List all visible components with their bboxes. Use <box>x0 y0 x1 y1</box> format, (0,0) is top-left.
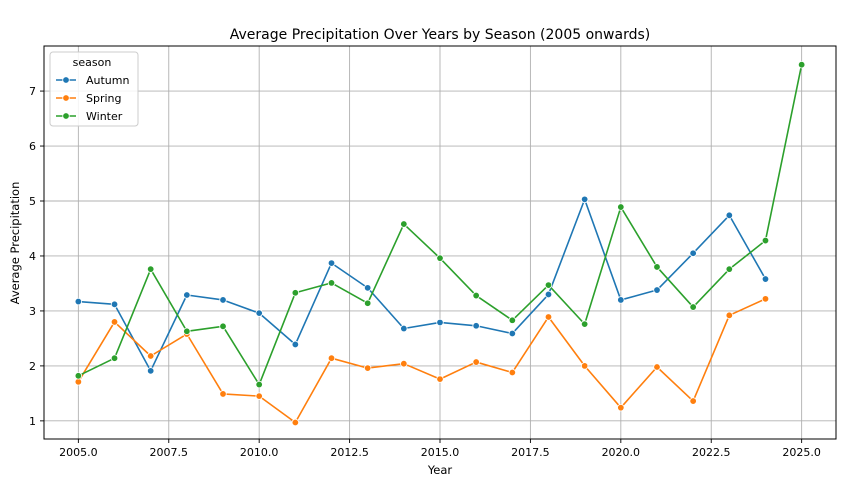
data-point-autumn <box>400 324 408 333</box>
x-tick-label: 2007.5 <box>150 446 189 459</box>
data-point-winter <box>725 265 734 273</box>
data-point-winter <box>689 303 697 311</box>
data-point-spring <box>291 418 300 427</box>
x-axis: 2005.0 2007.5 2010.0 2012.5 2015.0 2017.5 2020… <box>59 439 821 459</box>
series-line-autumn <box>78 198 767 372</box>
data-point-autumn <box>617 296 625 304</box>
data-point-autumn <box>436 318 444 327</box>
x-tick-label: 2012.5 <box>330 446 369 459</box>
data-point-spring <box>327 354 336 362</box>
data-point-autumn <box>291 340 300 349</box>
series-spring <box>74 295 770 427</box>
data-point-spring <box>725 311 734 320</box>
data-point-winter <box>617 203 625 211</box>
x-tick-label: 2025.0 <box>782 446 821 459</box>
series-autumn <box>74 195 770 375</box>
y-tick-label: 4 <box>29 250 36 263</box>
data-point-spring <box>146 352 155 360</box>
x-tick-label: 2005.0 <box>59 446 98 459</box>
data-point-winter <box>110 354 119 362</box>
series-line-spring <box>77 298 766 424</box>
data-point-spring <box>544 313 553 321</box>
data-point-winter <box>74 372 83 380</box>
x-tick-label: 2022.5 <box>692 446 731 459</box>
data-point-autumn <box>146 367 155 375</box>
data-point-autumn <box>74 297 83 306</box>
y-tick-label: 3 <box>29 305 36 318</box>
data-point-spring <box>74 378 83 386</box>
data-point-winter <box>436 254 444 262</box>
data-point-spring <box>436 375 444 383</box>
x-tick-label: 2020.0 <box>602 446 641 459</box>
data-point-winter <box>183 327 191 335</box>
y-tick-label: 5 <box>29 195 36 208</box>
x-tick-label: 2015.0 <box>421 446 460 459</box>
data-point-winter <box>255 380 263 389</box>
series-layer <box>74 60 806 427</box>
data-point-spring <box>472 358 480 366</box>
data-point-spring <box>400 359 408 368</box>
data-point-winter <box>580 320 589 328</box>
legend-marker-spring <box>62 94 70 102</box>
data-point-autumn <box>255 309 263 317</box>
data-point-spring <box>363 364 372 372</box>
data-point-winter <box>797 60 806 69</box>
legend-label-autumn: Autumn <box>86 74 129 87</box>
x-tick-label: 2010.0 <box>240 446 279 459</box>
data-point-autumn <box>363 284 372 292</box>
data-point-autumn <box>472 322 480 330</box>
data-point-autumn <box>183 291 191 299</box>
data-point-winter <box>327 279 336 287</box>
data-point-autumn <box>689 249 697 257</box>
data-point-winter <box>472 291 480 300</box>
data-point-spring <box>617 403 625 412</box>
data-point-spring <box>255 392 263 400</box>
data-point-winter <box>653 263 661 271</box>
data-point-winter <box>146 265 155 273</box>
x-axis-title: Year <box>427 463 453 477</box>
data-point-autumn <box>725 211 734 219</box>
data-point-autumn <box>508 329 517 338</box>
data-point-autumn <box>653 286 661 294</box>
data-point-spring <box>110 318 119 326</box>
data-point-winter <box>508 316 517 324</box>
legend-label-winter: Winter <box>86 110 123 123</box>
legend-title: season <box>73 56 112 69</box>
data-point-autumn <box>219 296 227 304</box>
data-point-spring <box>219 390 227 398</box>
legend-marker-autumn <box>62 76 70 84</box>
data-point-winter <box>400 220 408 228</box>
x-tick-label: 2017.5 <box>511 446 550 459</box>
data-point-spring <box>689 397 697 405</box>
data-point-spring <box>761 295 770 303</box>
legend-marker-winter <box>62 112 70 120</box>
data-point-winter <box>219 322 227 331</box>
data-point-autumn <box>544 290 553 299</box>
legend-label-spring: Spring <box>86 92 122 105</box>
y-tick-label: 6 <box>29 140 36 153</box>
data-point-spring <box>653 363 661 371</box>
data-point-winter <box>291 289 300 297</box>
data-point-autumn <box>327 259 336 267</box>
y-tick-label: 7 <box>29 85 36 98</box>
y-axis-title: Average Precipitation <box>8 182 22 305</box>
data-point-spring <box>508 368 517 377</box>
data-point-winter <box>761 236 770 245</box>
data-point-winter <box>363 299 372 307</box>
legend: season Autumn Spring Winter <box>49 51 139 127</box>
y-tick-label: 2 <box>29 360 36 373</box>
data-point-spring <box>580 362 589 370</box>
series-winter <box>74 60 806 389</box>
data-point-autumn <box>761 275 770 283</box>
chart-title: Average Precipitation Over Years by Seas… <box>230 27 650 43</box>
data-point-autumn <box>110 300 119 309</box>
y-axis: 1 2 3 4 5 6 7 <box>29 85 44 428</box>
y-tick-label: 1 <box>29 415 36 428</box>
data-point-winter <box>544 281 553 289</box>
legend-box <box>49 51 139 127</box>
data-point-autumn <box>580 195 589 204</box>
